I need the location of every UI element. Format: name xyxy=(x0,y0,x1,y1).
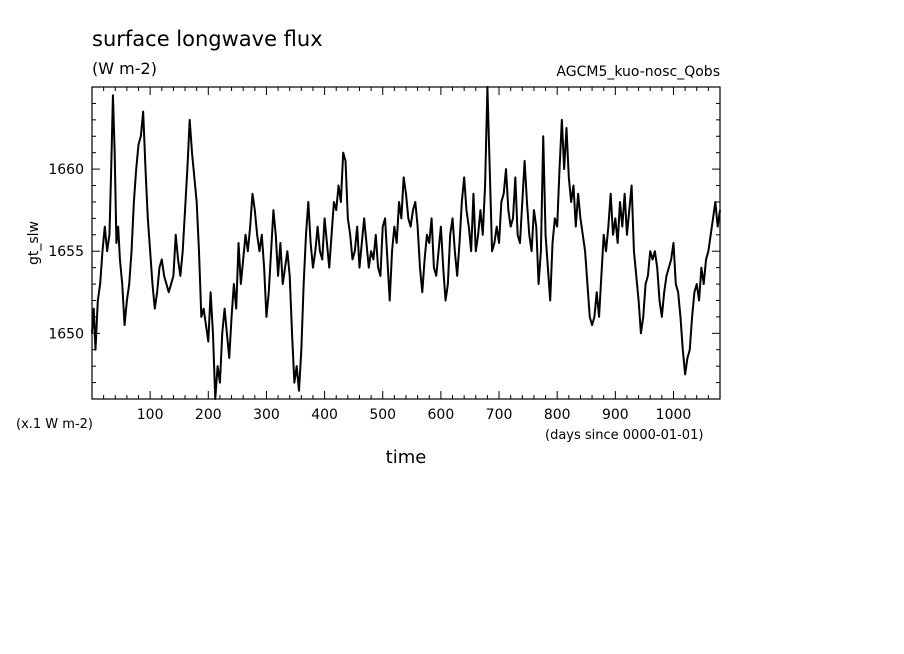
x-tick-label: 700 xyxy=(486,407,513,423)
y-tick-label: 1660 xyxy=(48,162,84,178)
x-unit-note: (days since 0000-01-01) xyxy=(545,428,703,443)
x-axis-label: time xyxy=(386,447,427,468)
y-tick-label: 1655 xyxy=(48,244,84,260)
x-tick-label: 100 xyxy=(137,407,164,423)
x-tick-label: 600 xyxy=(428,407,455,423)
x-tick-label: 400 xyxy=(311,407,338,423)
x-axis-ticks: 100 200 300 400 500 600 700 800 900 1000 xyxy=(103,87,709,423)
x-tick-label: 300 xyxy=(253,407,280,423)
y-tick-label: 1650 xyxy=(48,326,84,342)
chart-title: surface longwave flux xyxy=(92,27,323,51)
x-tick-label: 1000 xyxy=(656,407,692,423)
y-axis-label: gt_slw xyxy=(26,221,42,265)
experiment-label: AGCM5_kuo-nosc_Qobs xyxy=(556,64,720,80)
chart-units: (W m-2) xyxy=(92,59,157,78)
x-tick-label: 900 xyxy=(602,407,629,423)
x-tick-label: 500 xyxy=(369,407,396,423)
plot-frame xyxy=(91,86,721,400)
x-tick-label: 800 xyxy=(544,407,571,423)
series-line xyxy=(91,86,721,400)
x-tick-label: 200 xyxy=(195,407,222,423)
y-scale-note: (x.1 W m-2) xyxy=(16,417,93,432)
y-axis-ticks: 1650 1655 1660 xyxy=(48,86,720,400)
